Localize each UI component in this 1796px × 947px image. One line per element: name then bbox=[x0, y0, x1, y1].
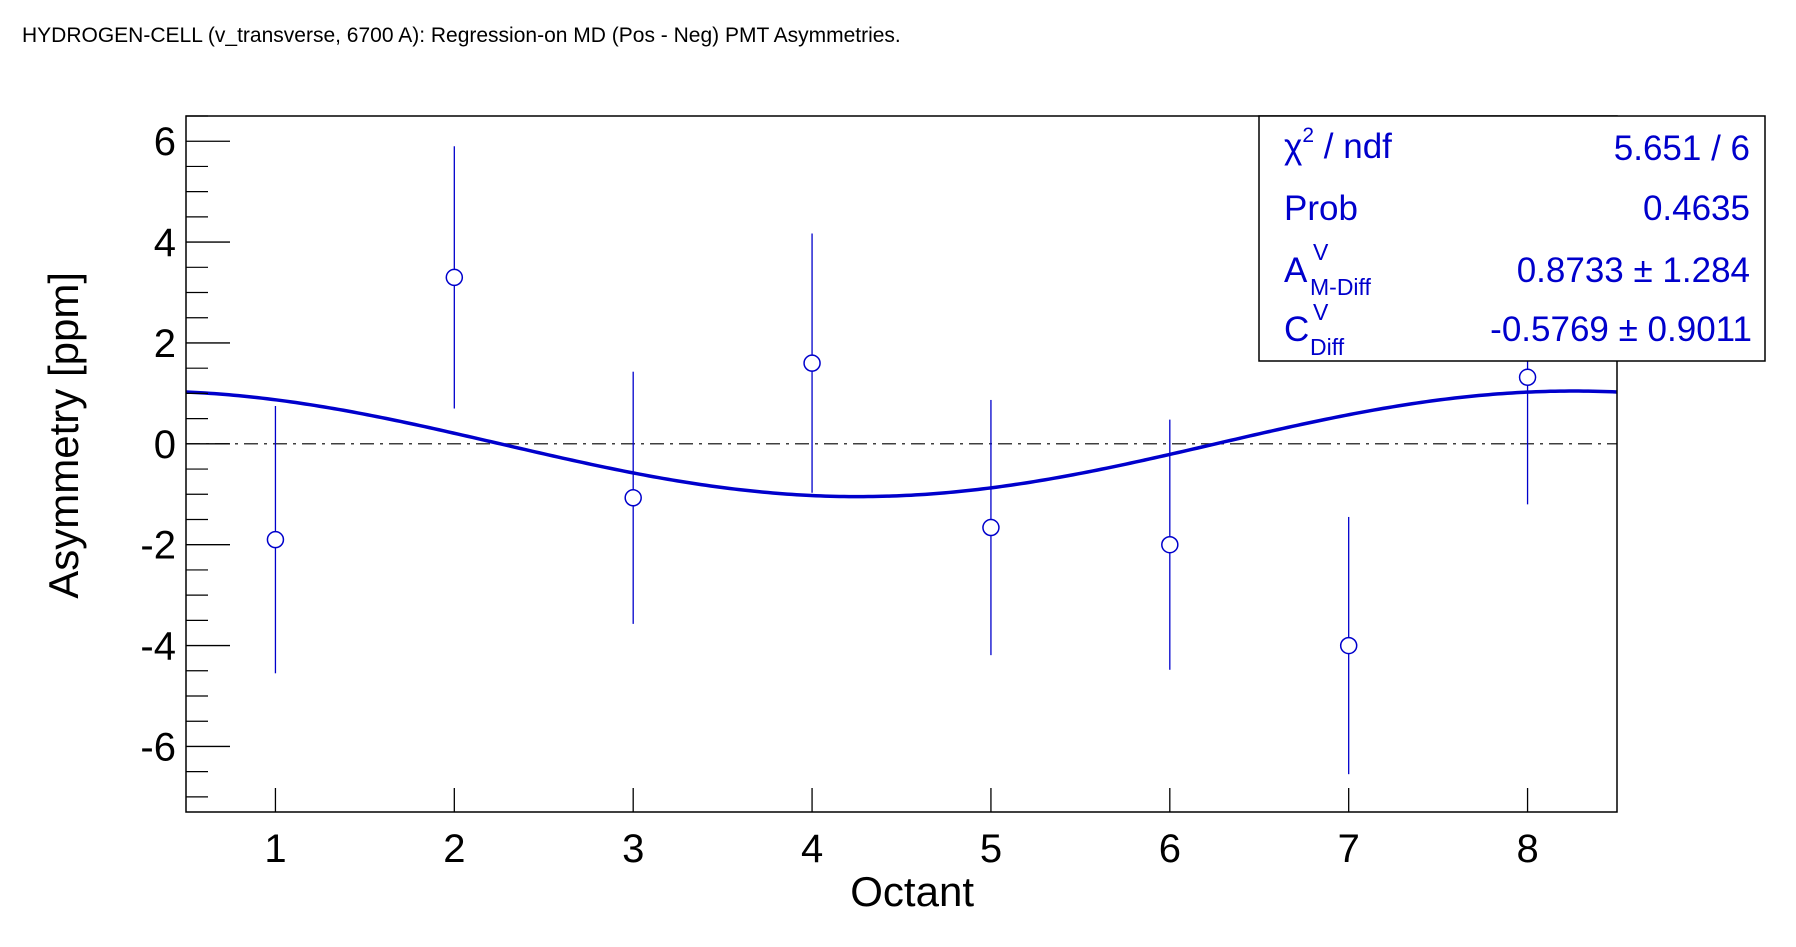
data-point bbox=[803, 233, 821, 493]
data-marker bbox=[266, 530, 285, 549]
y-tick-label: 0 bbox=[154, 423, 176, 467]
x-tick-label: 2 bbox=[443, 827, 465, 871]
stats-box: χ2 / ndf 5.651 / 6 Prob 0.4635 A V M-Diff … bbox=[1258, 115, 1766, 362]
data-marker bbox=[1161, 535, 1179, 554]
data-point bbox=[445, 146, 464, 409]
data-point bbox=[1339, 516, 1358, 775]
y-tick-label: 4 bbox=[154, 221, 176, 265]
y-tick-label: -6 bbox=[140, 725, 176, 769]
stats-row-prob-value: 0.4635 bbox=[1643, 189, 1750, 228]
data-layer bbox=[266, 146, 1537, 775]
stats-row-a-value: 0.8733 ± 1.284 bbox=[1517, 251, 1750, 290]
data-point bbox=[624, 371, 642, 624]
fit-curve bbox=[185, 389, 1618, 499]
data-point bbox=[982, 399, 1000, 656]
x-tick-label: 6 bbox=[1159, 827, 1181, 871]
data-marker bbox=[803, 354, 821, 372]
data-marker bbox=[982, 518, 1000, 537]
x-axis-label: Octant bbox=[850, 868, 974, 915]
x-tick-label: 1 bbox=[264, 827, 286, 871]
stats-row-c-value: -0.5769 ± 0.9011 bbox=[1490, 310, 1752, 349]
y-tick-label: 6 bbox=[154, 120, 176, 164]
plot-frame bbox=[185, 115, 1618, 813]
x-tick-label: 3 bbox=[622, 827, 644, 871]
data-marker bbox=[1339, 636, 1358, 655]
data-marker bbox=[624, 489, 642, 507]
y-tick-label: -2 bbox=[140, 524, 176, 568]
x-tick-label: 7 bbox=[1338, 827, 1360, 871]
stats-row-chi2-value: 5.651 / 6 bbox=[1614, 129, 1750, 168]
x-tick-label: 5 bbox=[980, 827, 1002, 871]
y-axis-label: Asymmetry [ppm] bbox=[40, 272, 87, 599]
data-marker bbox=[445, 268, 464, 287]
stats-row-a-label: A V M-Diff bbox=[1284, 239, 1372, 300]
data-point bbox=[266, 406, 285, 674]
stats-row-chi2-label: χ2 / ndf bbox=[1284, 124, 1392, 166]
y-tick-label: 2 bbox=[154, 322, 176, 366]
page-title: HYDROGEN-CELL (v_transverse, 6700 A): Re… bbox=[22, 24, 901, 47]
stats-row-prob-label: Prob bbox=[1284, 189, 1358, 228]
data-point bbox=[1161, 419, 1179, 670]
axes-layer: 1 2 3 4 5 6 7 8 -6 -4 -2 0 2 4 6 Octant Asymmetry [ppm] bbox=[40, 115, 1618, 915]
fit-curve-layer bbox=[185, 389, 1618, 499]
y-tick-label: -4 bbox=[140, 625, 176, 669]
x-tick-label: 8 bbox=[1516, 827, 1538, 871]
stats-box-frame bbox=[1258, 115, 1766, 362]
stats-row-c-label: C V Diff bbox=[1284, 299, 1345, 360]
data-marker bbox=[1518, 368, 1537, 387]
x-tick-label: 4 bbox=[801, 827, 823, 871]
